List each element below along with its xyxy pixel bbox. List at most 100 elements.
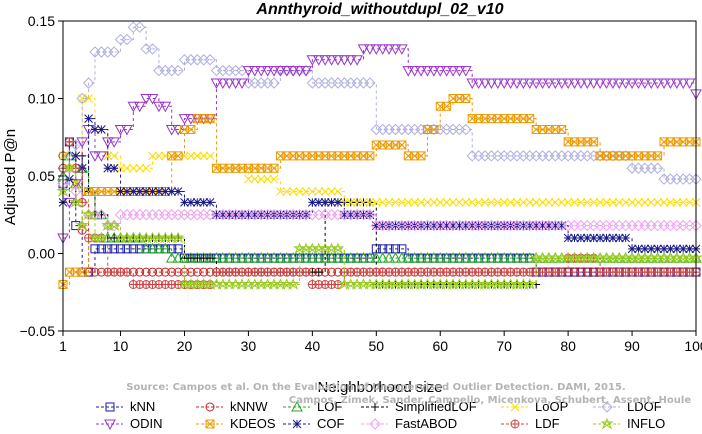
legend-item-lof: LOF — [283, 399, 342, 414]
data-point — [466, 78, 479, 90]
y-tick-label: 0.05 — [28, 168, 55, 184]
data-point — [101, 137, 114, 148]
data-point — [595, 197, 605, 207]
legend-label: LOF — [317, 399, 342, 414]
data-point — [587, 78, 600, 90]
data-point — [519, 197, 528, 207]
data-point — [236, 78, 248, 90]
data-point — [154, 151, 164, 161]
data-point — [224, 210, 234, 220]
data-point — [306, 55, 319, 66]
data-point — [563, 197, 573, 207]
data-point — [160, 267, 170, 277]
x-tick-label: 20 — [177, 338, 193, 354]
data-point — [448, 197, 458, 207]
data-point — [525, 197, 535, 207]
data-point — [570, 233, 579, 243]
series-line — [63, 167, 696, 227]
data-point — [357, 44, 370, 55]
data-point — [383, 44, 395, 55]
data-point — [371, 403, 379, 411]
data-point — [634, 197, 643, 207]
data-point — [499, 197, 509, 207]
data-point — [666, 244, 675, 254]
data-point — [493, 197, 503, 207]
data-point — [165, 125, 178, 136]
data-point — [429, 125, 439, 134]
data-point — [171, 231, 185, 244]
data-point — [122, 187, 132, 196]
data-point — [378, 197, 388, 207]
data-point — [141, 163, 151, 173]
data-point — [427, 252, 440, 263]
series-ldof — [57, 21, 702, 185]
data-point — [94, 231, 109, 244]
data-point — [511, 78, 523, 90]
legend-item-loop: LoOP — [501, 399, 568, 414]
data-point — [626, 78, 638, 90]
series-line — [63, 98, 696, 203]
data-point — [677, 78, 690, 90]
data-point — [69, 179, 82, 190]
data-point — [512, 197, 522, 207]
data-point — [685, 244, 694, 254]
data-point — [453, 252, 466, 263]
data-point — [646, 197, 656, 207]
data-point — [461, 197, 471, 207]
data-point — [442, 197, 451, 207]
data-point — [216, 252, 229, 263]
x-tick-label: 50 — [369, 338, 385, 354]
legend-label: LDF — [535, 416, 560, 431]
data-point — [423, 197, 432, 207]
data-point — [376, 252, 389, 263]
data-point — [608, 233, 618, 243]
data-point — [121, 125, 133, 136]
legend-label: KDEOS — [230, 416, 276, 431]
data-point — [530, 78, 543, 90]
data-point — [173, 187, 183, 196]
data-point — [550, 197, 560, 207]
data-point — [332, 252, 344, 263]
data-point — [154, 187, 164, 196]
data-point — [314, 197, 324, 207]
data-point — [351, 252, 363, 263]
data-point — [364, 44, 376, 55]
data-point — [589, 197, 599, 207]
data-point — [421, 66, 434, 77]
data-point — [498, 78, 511, 90]
data-point — [109, 163, 119, 173]
data-point — [402, 252, 415, 263]
data-point — [77, 225, 87, 235]
data-point — [255, 66, 268, 77]
data-point — [95, 151, 108, 162]
data-point — [186, 125, 196, 134]
y-tick-label: −0.05 — [20, 323, 56, 339]
data-point — [199, 151, 209, 161]
data-point — [210, 78, 223, 90]
data-point — [268, 66, 280, 77]
x-tick-label: 90 — [624, 338, 640, 354]
data-point — [104, 419, 116, 431]
data-point — [312, 252, 325, 263]
data-point — [582, 197, 592, 207]
data-point — [105, 402, 115, 412]
data-point — [472, 252, 485, 263]
data-point — [248, 66, 261, 77]
data-point — [229, 78, 242, 90]
data-point — [75, 219, 89, 231]
data-point — [447, 66, 459, 77]
data-point — [472, 78, 485, 90]
data-point — [295, 187, 304, 196]
data-point — [613, 78, 626, 90]
series-line — [63, 48, 697, 239]
data-point — [504, 252, 517, 263]
data-point — [396, 44, 408, 55]
data-point — [646, 244, 656, 254]
legend-item-knn: kNN — [96, 399, 155, 414]
data-point — [76, 92, 88, 105]
data-point — [531, 221, 541, 230]
legend-label: LoOP — [535, 399, 568, 414]
data-point — [114, 125, 127, 136]
data-point — [282, 187, 292, 196]
